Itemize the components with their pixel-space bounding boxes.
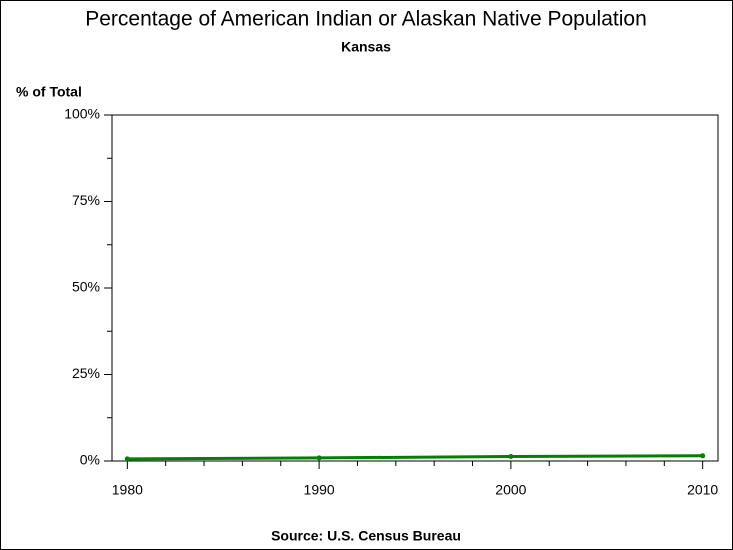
data-point xyxy=(316,455,322,461)
source-note: Source: U.S. Census Bureau xyxy=(271,528,461,544)
y-tick-label: 100% xyxy=(64,106,100,122)
x-tick-label: 2010 xyxy=(687,482,718,498)
y-tick-label: 75% xyxy=(72,192,100,208)
data-line xyxy=(127,454,703,461)
y-tick-label: 25% xyxy=(72,365,100,381)
chart-title: Percentage of American Indian or Alaskan… xyxy=(85,8,647,31)
x-tick-label: 1980 xyxy=(112,482,143,498)
x-tick-label: 2000 xyxy=(495,482,526,498)
data-point xyxy=(700,453,706,459)
y-axis-label: % of Total xyxy=(16,84,82,100)
data-point xyxy=(124,456,130,462)
chart-subtitle: Kansas xyxy=(341,39,391,55)
x-tick-label: 1990 xyxy=(304,482,335,498)
y-tick-label: 50% xyxy=(72,279,100,295)
y-tick-label: 0% xyxy=(80,452,100,468)
data-point xyxy=(508,454,514,460)
